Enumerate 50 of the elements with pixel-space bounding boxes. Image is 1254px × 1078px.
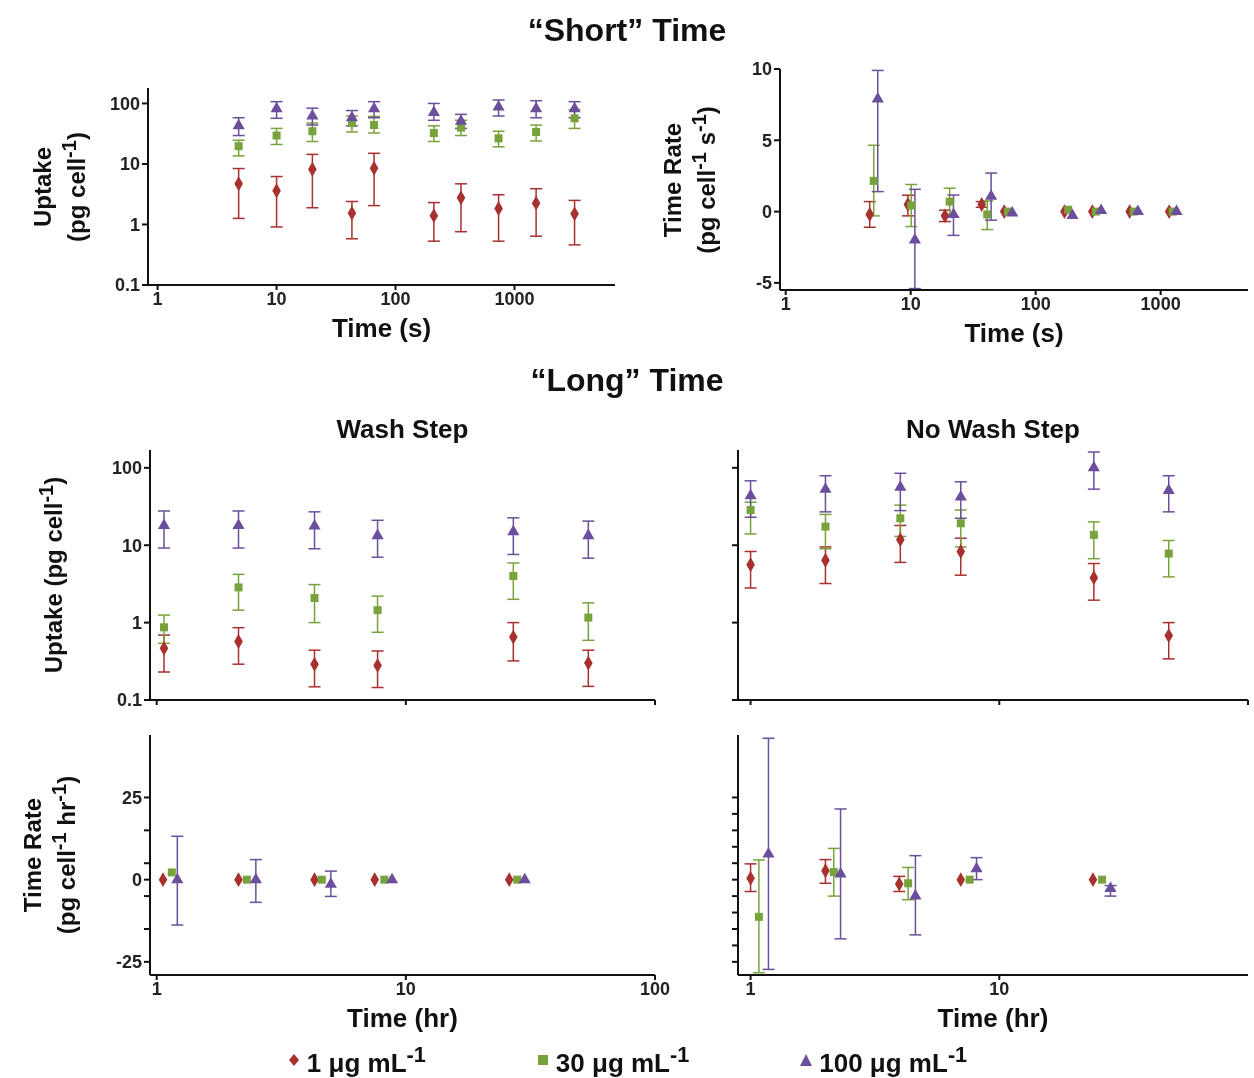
y-tick-label: 100 [111,458,142,479]
point [532,127,541,136]
x-tick-label: 10 [266,288,287,309]
point [454,114,468,125]
point [568,101,581,113]
y-tick-label: -25 [115,952,142,973]
y-tick-label: 1 [131,613,142,633]
text: “Long” Time [529,362,725,399]
x-tick-label: 1 [152,288,163,309]
x-tick-label: 10 [989,978,1010,999]
y-tick-label: 100 [109,93,140,114]
point [234,142,243,151]
x-tick-label: 10 [395,978,416,999]
point [308,127,317,136]
y-tick-label: 1 [129,214,140,235]
point [345,110,359,122]
x-axis-title: Time (hr) [346,1003,459,1034]
chart-title: No Wash Step [905,414,1081,445]
point [232,118,245,130]
y-tick-label: 0.1 [114,275,140,296]
x-tick-label: 1000 [1140,293,1181,314]
x-tick-label: 1 [780,293,791,314]
point [272,131,281,140]
legend-label: 100 μg mL$^{-1}$ [819,1042,968,1078]
y-tick-label: 10 [751,59,772,80]
y-tick-label: 10 [121,535,142,556]
x-tick-label: 100 [380,288,411,309]
x-axis-title: Time (s) [330,313,433,344]
y-tick-label: 0 [131,870,142,891]
x-tick-label: 1 [151,978,162,999]
y-tick-label: 0 [761,201,772,222]
x-tick-label: 10 [900,293,921,314]
x-tick-label: 100 [639,978,671,999]
text: “Short” Time [526,12,728,49]
legend-label: 1 μg mL$^{-1}$ [306,1042,426,1078]
y-tick-label: -5 [755,273,772,294]
x-tick-label: 100 [1020,293,1051,314]
x-tick-label: 1000 [494,288,535,309]
y-tick-label: 5 [761,130,772,151]
point [570,114,579,123]
point [270,101,283,113]
legend-label: 30 μg mL$^{-1}$ [555,1042,690,1078]
x-axis-title: Time (hr) [936,1003,1050,1034]
y-tick-label: 25 [121,787,142,808]
point [494,134,503,143]
chart-title: Wash Step [335,414,470,445]
y-tick-label: 0.1 [116,690,142,711]
point [530,101,543,113]
x-axis-title: Time (s) [963,318,1065,349]
y-tick-label: 10 [119,154,140,175]
